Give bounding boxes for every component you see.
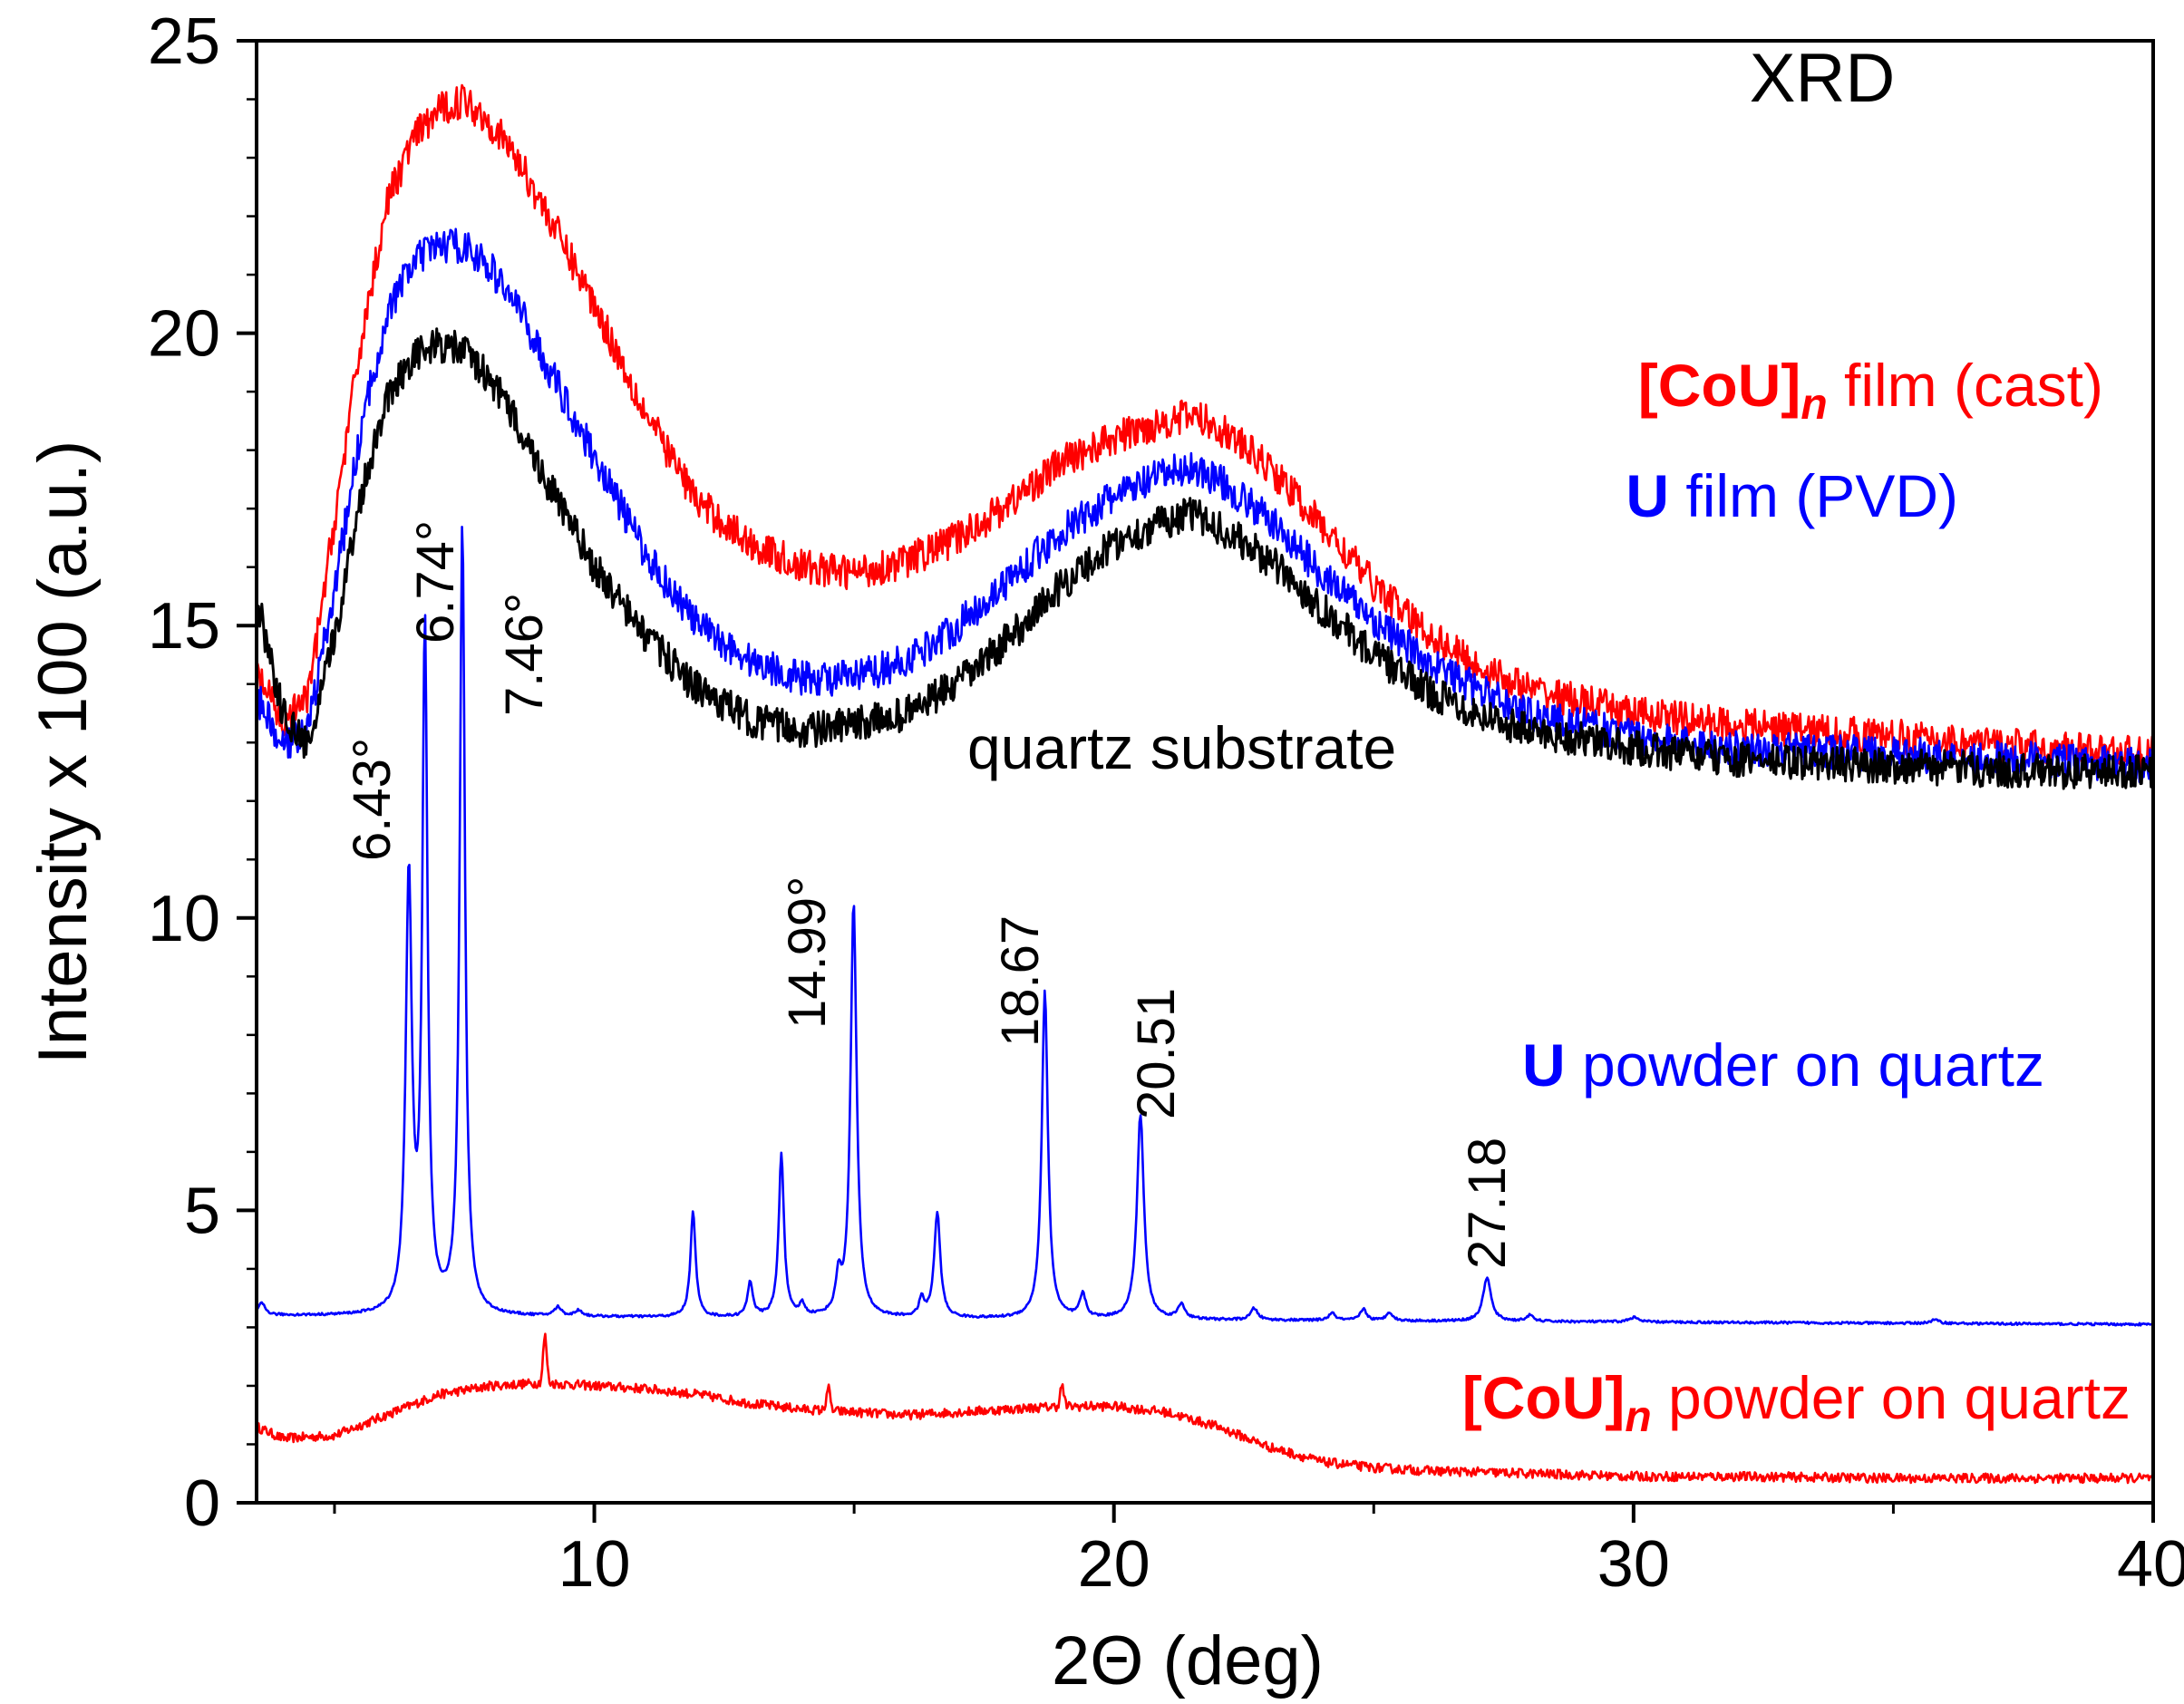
legend-label-bold: [CoU] bbox=[1638, 352, 1801, 419]
peak-label-7.46: 7.46° bbox=[495, 593, 554, 716]
peak-label-14.99: 14.99° bbox=[778, 876, 837, 1029]
legend-label-subscript: n bbox=[1625, 1393, 1651, 1441]
chart-title: XRD bbox=[1750, 40, 1895, 117]
y-tick-label-15: 15 bbox=[148, 590, 220, 663]
series-line-4 bbox=[255, 1332, 2155, 1485]
legend-label-text: powder on quartz bbox=[1652, 1364, 2131, 1431]
series-layer bbox=[255, 83, 2155, 1485]
series-line-0 bbox=[256, 83, 2155, 771]
y-tick-label-10: 10 bbox=[148, 883, 220, 955]
axes-layer: 10 20 30 40 0 5 10 15 20 25 bbox=[148, 5, 2184, 1601]
legend-label-bold: U bbox=[1626, 462, 1669, 529]
label-layer: 6.43° 6.74° 7.46° 14.99° 18.67 20.51 27.18 [CoU… bbox=[343, 352, 2131, 1441]
legend-label-bold: [CoU] bbox=[1462, 1364, 1626, 1431]
legend-label-text: powder on quartz bbox=[1566, 1031, 2044, 1099]
peak-label-18.67: 18.67 bbox=[991, 915, 1050, 1047]
x-tick-label-30: 30 bbox=[1597, 1528, 1670, 1601]
plot-frame bbox=[255, 39, 2155, 1505]
y-tick-label-0: 0 bbox=[184, 1467, 220, 1540]
legend-label-subscript: n bbox=[1801, 381, 1827, 429]
legend-label-bold: U bbox=[1522, 1031, 1566, 1099]
peak-label-20.51: 20.51 bbox=[1127, 988, 1186, 1119]
y-tick-label-25: 25 bbox=[148, 5, 220, 78]
legend-label-2: quartz substrate bbox=[967, 714, 1396, 781]
x-tick-label-40: 40 bbox=[2117, 1528, 2184, 1601]
legend-label-text: film (PVD) bbox=[1669, 462, 1958, 529]
x-tick-label-10: 10 bbox=[558, 1528, 631, 1601]
x-axis-title: 2Θ (deg) bbox=[1052, 1622, 1324, 1699]
legend-label-text: quartz substrate bbox=[967, 714, 1396, 781]
legend-label-0: [CoU]n film (cast) bbox=[1638, 352, 2103, 429]
peak-label-6.74: 6.74° bbox=[406, 520, 465, 644]
peak-label-27.18: 27.18 bbox=[1458, 1138, 1517, 1269]
series-line-2 bbox=[255, 327, 2155, 790]
y-tick-label-5: 5 bbox=[184, 1175, 220, 1247]
legend-label-text: film (cast) bbox=[1828, 352, 2103, 419]
y-axis-title: Intensity x 100 (a.u.) bbox=[24, 441, 102, 1065]
y-tick-label-20: 20 bbox=[148, 298, 220, 371]
legend-label-1: U film (PVD) bbox=[1626, 462, 1958, 529]
legend-label-4: [CoU]n powder on quartz bbox=[1462, 1364, 2131, 1441]
x-tick-label-20: 20 bbox=[1078, 1528, 1150, 1601]
series-line-3 bbox=[256, 525, 2154, 1327]
peak-label-6.43: 6.43° bbox=[343, 738, 402, 861]
legend-label-3: U powder on quartz bbox=[1522, 1031, 2044, 1099]
